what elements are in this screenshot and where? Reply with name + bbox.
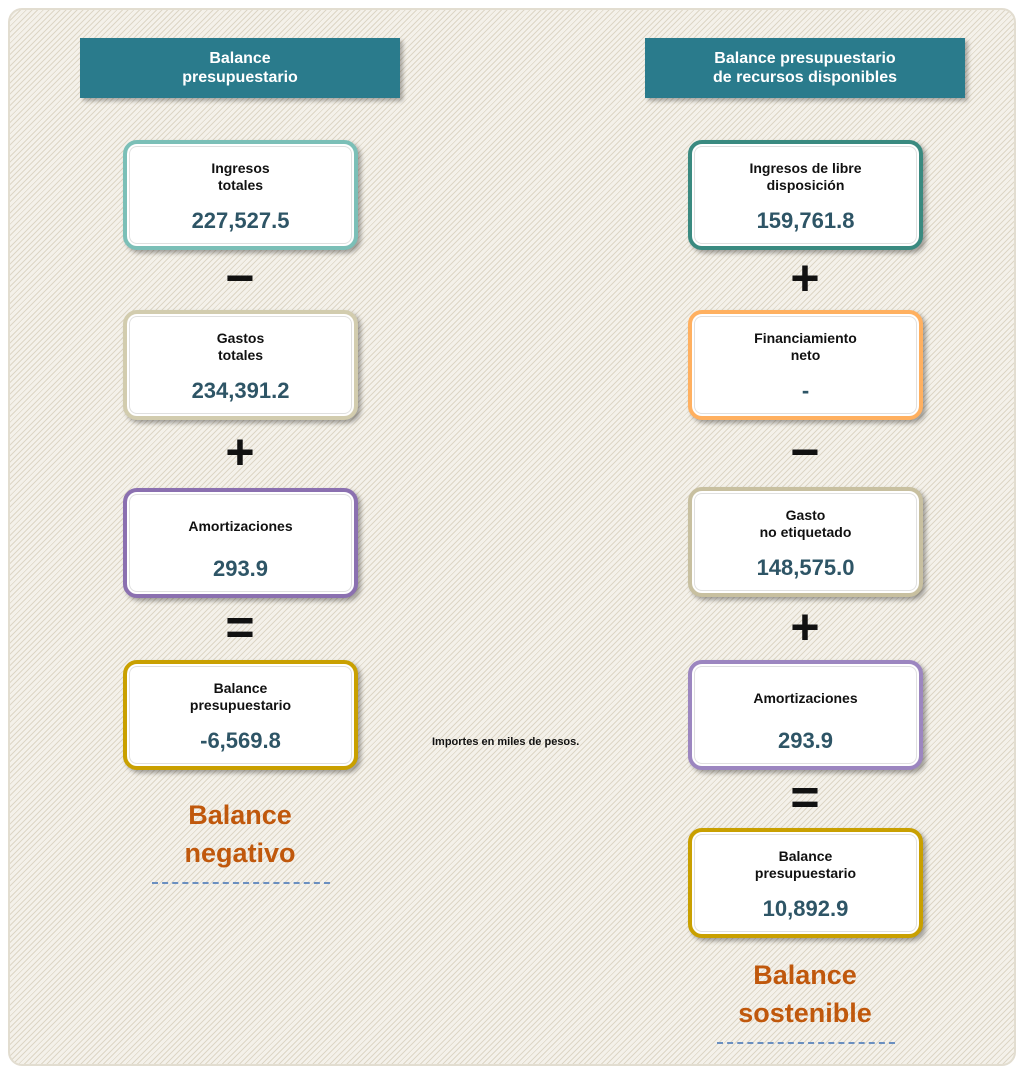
box-label: Amortizaciones (753, 690, 858, 706)
value-box: Balance presupuestario -6,569.8 (123, 660, 358, 770)
dashed-line (717, 1042, 895, 1044)
result-label: Balance sostenible (738, 960, 872, 1028)
value-box: Gasto no etiquetado 148,575.0 (688, 487, 923, 597)
operator: + (225, 424, 255, 480)
box-value: 10,892.9 (762, 896, 849, 921)
operator: = (225, 599, 255, 655)
value-box: Amortizaciones 293.9 (123, 488, 358, 598)
column-header: Balance presupuestario (80, 38, 400, 98)
operator: + (790, 598, 820, 655)
box-label: Ingresos de libre disposición (749, 160, 862, 193)
column-header: Balance presupuestario de recursos dispo… (645, 38, 965, 98)
box-value: -6,569.8 (200, 728, 281, 753)
box-label: Gasto no etiquetado (759, 507, 852, 540)
value-box: Financiamiento neto - (688, 310, 923, 420)
value-box: Amortizaciones 293.9 (688, 660, 923, 770)
value-box: Balance presupuestario 10,892.9 (688, 828, 923, 938)
box-label: Balance presupuestario (189, 680, 292, 713)
value-box: Ingresos totales 227,527.5 (123, 140, 358, 250)
box-label: Financiamiento neto (754, 330, 857, 363)
operator: = (790, 769, 820, 825)
box-value: 159,761.8 (756, 208, 855, 233)
box-label: Balance presupuestario (754, 848, 857, 881)
note: Importes en miles de pesos. (432, 736, 580, 748)
box-value: - (801, 378, 810, 403)
box-label: Ingresos totales (211, 160, 270, 193)
result-label: Balance negativo (184, 800, 296, 868)
box-value: 227,527.5 (191, 208, 290, 233)
value-box: Ingresos de libre disposición 159,761.8 (688, 140, 923, 250)
box-value: 234,391.2 (191, 378, 290, 403)
box-value: 148,575.0 (756, 555, 855, 580)
box-label: Gastos totales (216, 330, 265, 363)
operator: + (790, 250, 820, 306)
box-label: Amortizaciones (188, 518, 293, 534)
operator: − (790, 423, 820, 480)
value-box: Gastos totales 234,391.2 (123, 310, 358, 420)
box-value: 293.9 (212, 556, 269, 581)
operator: − (225, 250, 255, 306)
box-value: 293.9 (777, 728, 834, 753)
dashed-line (152, 882, 330, 884)
